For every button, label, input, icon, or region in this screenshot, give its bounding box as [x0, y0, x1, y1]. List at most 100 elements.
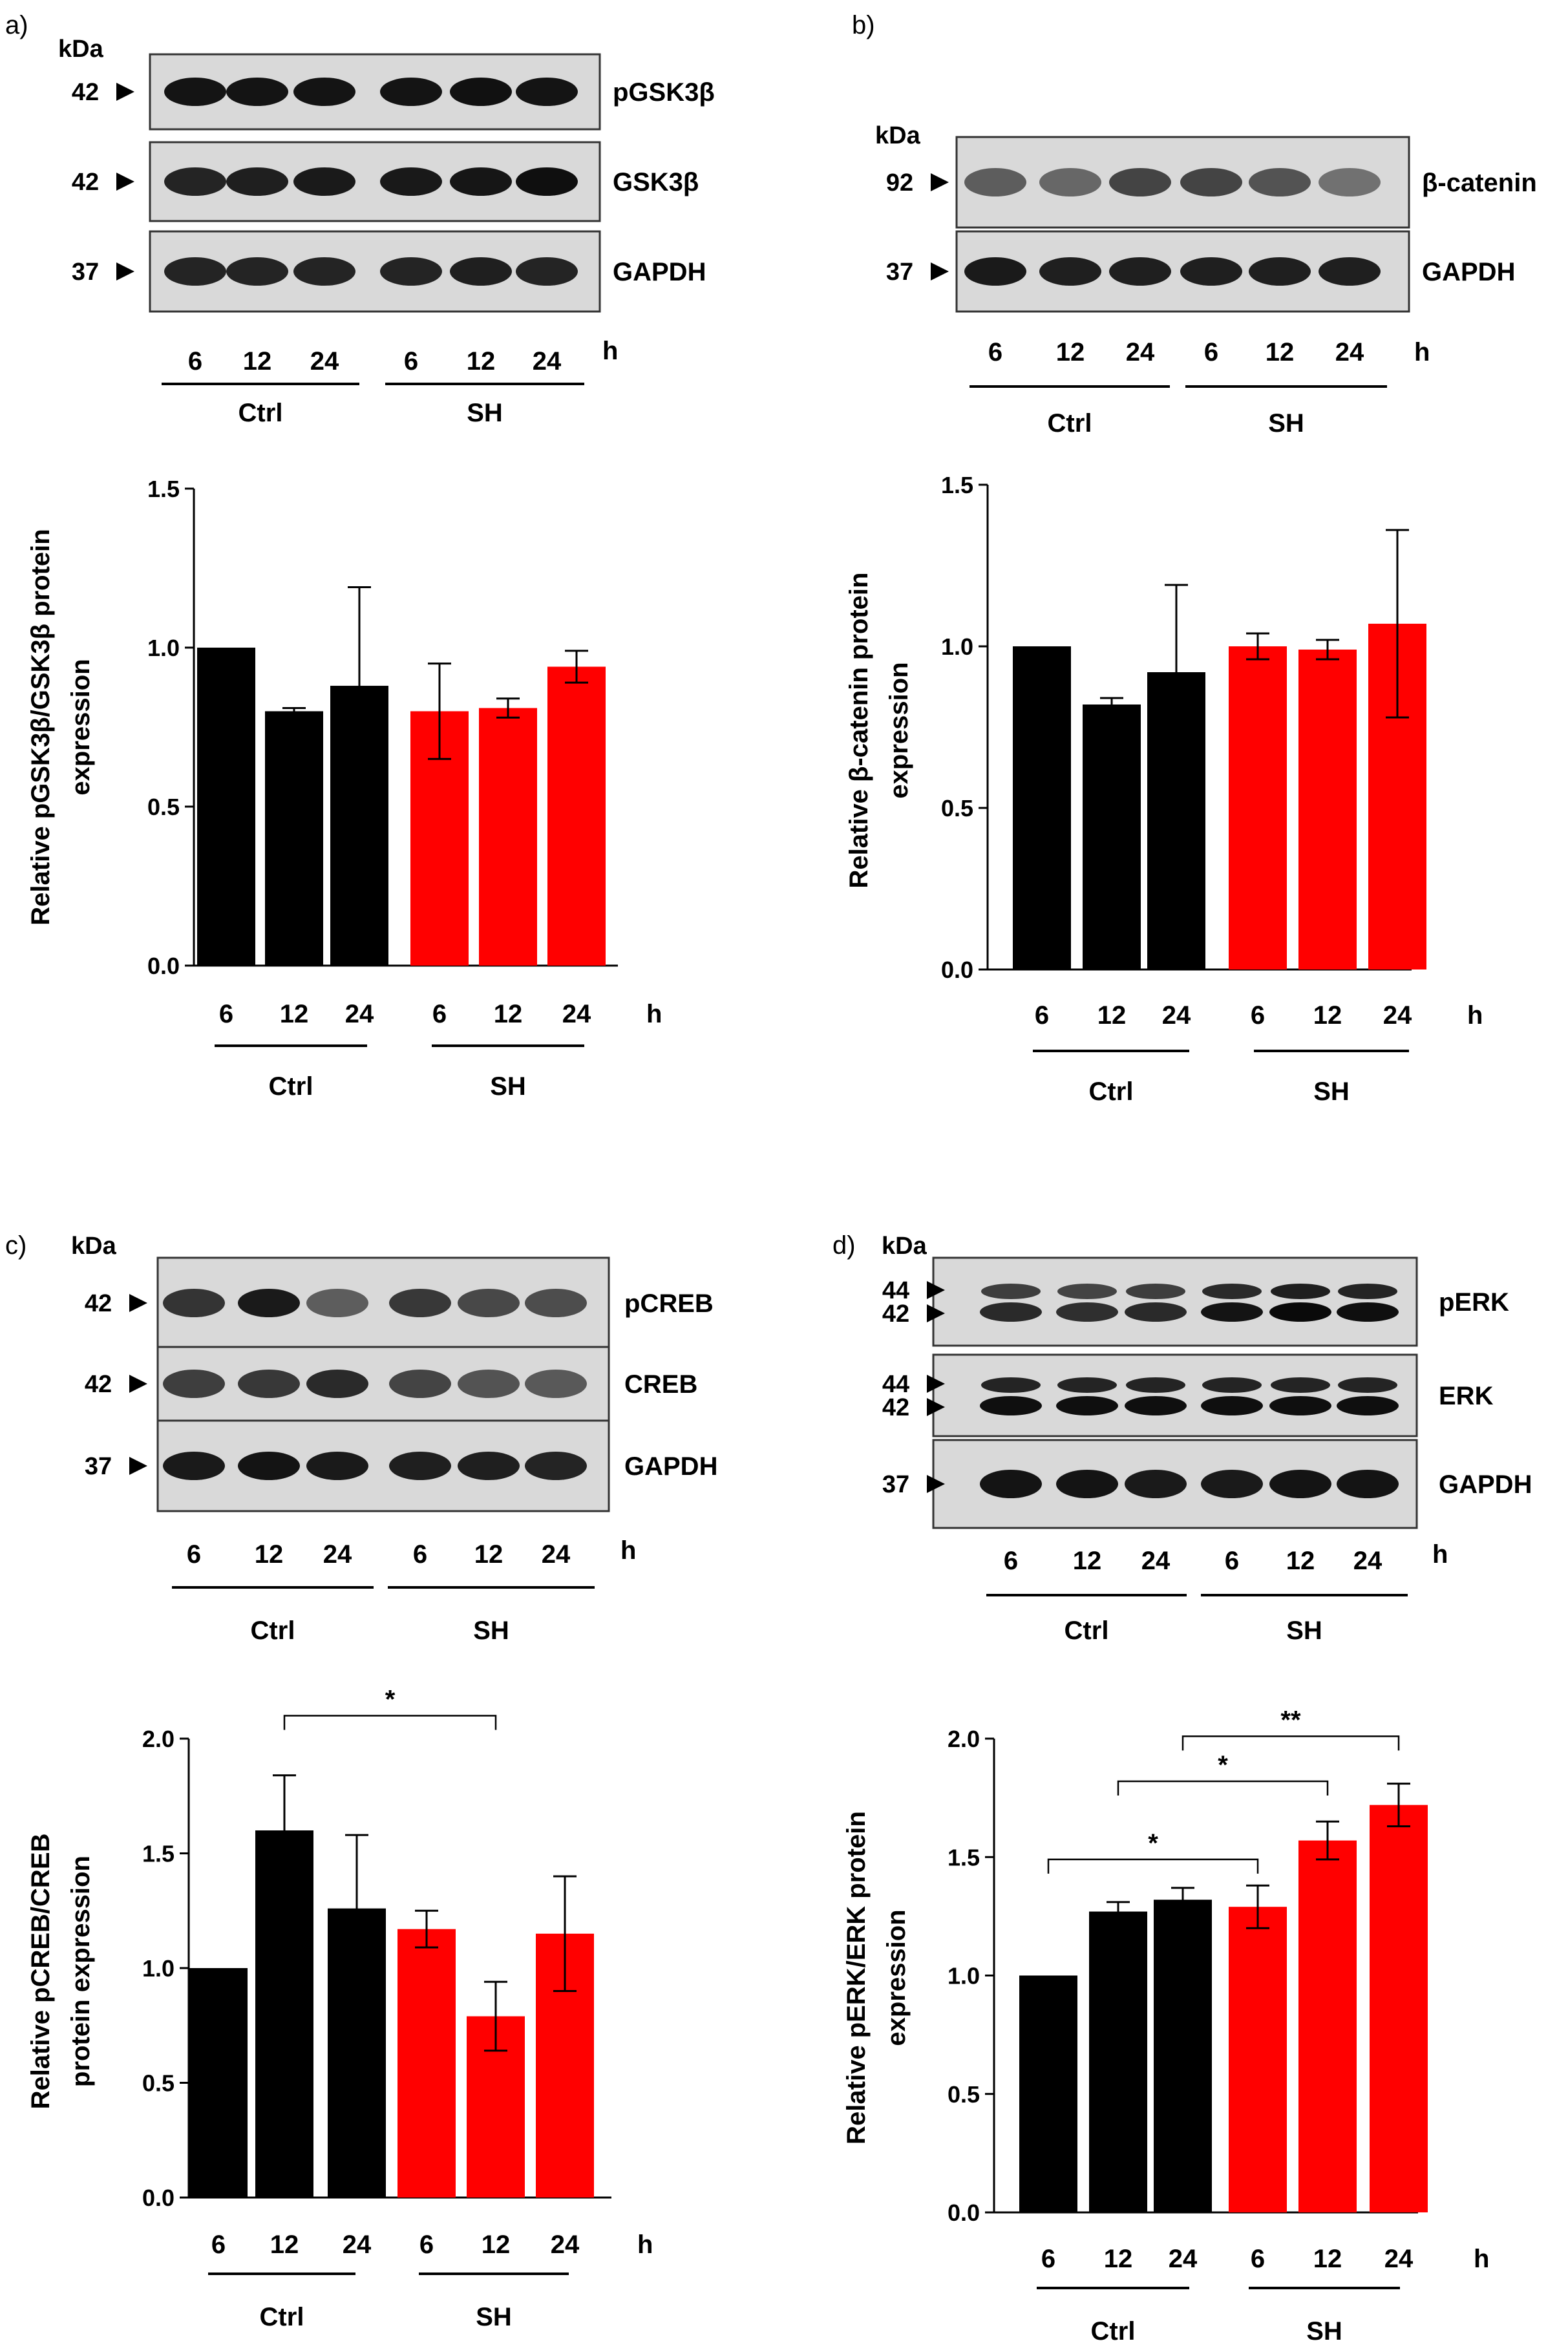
- band: [1202, 1284, 1262, 1299]
- protein-label: CREB: [624, 1370, 697, 1399]
- time-label: 12: [1073, 1547, 1102, 1575]
- y-axis-label: Relative pGSK3β/GSK3β protein expression: [26, 529, 95, 925]
- protein-label: ERK: [1439, 1382, 1494, 1410]
- time-label: 6: [988, 338, 1002, 366]
- significance-label: *: [1148, 1829, 1158, 1858]
- time-label: 24: [323, 1540, 352, 1569]
- x-tick-label: 12: [1097, 1001, 1127, 1030]
- panel-label: d): [832, 1231, 856, 1260]
- significance-bracket: [1117, 1780, 1329, 1796]
- y-axis-label: Relative pERK/ERK protein expression: [842, 1811, 911, 2145]
- x-tick-label: 6: [419, 2230, 434, 2259]
- band: [306, 1370, 368, 1398]
- arrow-marker: [927, 1375, 945, 1393]
- protein-label: pERK: [1439, 1288, 1509, 1317]
- x-group-label: Ctrl: [260, 2303, 304, 2331]
- band: [1271, 1284, 1330, 1299]
- x-unit-label: h: [1467, 1001, 1483, 1030]
- significance-label: *: [1218, 1751, 1228, 1779]
- x-tick-label: 6: [1251, 2245, 1265, 2273]
- y-tick-label: 1.5: [147, 476, 180, 502]
- y-axis-label-line: expression: [67, 659, 95, 795]
- y-tick-label: 1.0: [142, 1955, 175, 1982]
- arrow-marker: [927, 1281, 945, 1299]
- kda-marker: 42: [72, 169, 99, 196]
- x-tick-label: 6: [1035, 1001, 1049, 1030]
- significance-bracket: [283, 1715, 497, 1730]
- band: [525, 1289, 587, 1317]
- band: [1109, 257, 1171, 286]
- band: [1269, 1470, 1331, 1498]
- band: [380, 167, 442, 196]
- arrow-marker: [129, 1294, 147, 1312]
- band: [226, 257, 288, 286]
- blot-row-pERK: [932, 1256, 1418, 1347]
- band: [1056, 1396, 1118, 1415]
- panel-label: a): [5, 11, 28, 39]
- band: [964, 257, 1026, 286]
- y-tick-label: 0.0: [941, 957, 973, 983]
- time-label: 24: [533, 347, 562, 376]
- time-label: 12: [1286, 1547, 1315, 1575]
- bar: [189, 1968, 248, 2198]
- y-axis-label-line: Relative pERK/ERK protein: [842, 1811, 871, 2145]
- y-axis-label-line: protein expression: [67, 1856, 95, 2087]
- time-label: 12: [467, 347, 496, 376]
- bar: [265, 711, 323, 966]
- kda-marker: 42: [72, 79, 99, 106]
- bar: [1229, 646, 1287, 969]
- kda-marker: 37: [72, 259, 99, 286]
- band: [981, 1284, 1041, 1299]
- x-group-label: Ctrl: [1089, 1077, 1134, 1106]
- protein-label: β-catenin: [1422, 169, 1537, 197]
- bar: [1298, 1840, 1357, 2212]
- x-tick-label: 24: [345, 1000, 374, 1028]
- time-label: 24: [1353, 1547, 1383, 1575]
- band: [1269, 1396, 1331, 1415]
- kda-marker: 92: [886, 169, 913, 196]
- x-tick-label: 24: [343, 2230, 372, 2259]
- band: [226, 78, 288, 106]
- band: [1249, 257, 1311, 286]
- time-label: 24: [310, 347, 339, 376]
- band: [516, 78, 578, 106]
- y-axis-label-line: expression: [882, 1909, 911, 2046]
- x-group-label: Ctrl: [269, 1072, 313, 1101]
- band: [164, 167, 226, 196]
- band: [1201, 1396, 1263, 1415]
- kda-marker: 44: [882, 1371, 909, 1398]
- band: [516, 167, 578, 196]
- time-label: 12: [243, 347, 272, 376]
- arrow-marker: [931, 262, 949, 281]
- time-label: 24: [1335, 338, 1364, 366]
- arrow-marker: [927, 1304, 945, 1322]
- y-axis-label-line: Relative β-catenin protein: [845, 573, 873, 889]
- band: [238, 1370, 300, 1398]
- arrow-marker: [129, 1457, 147, 1475]
- y-tick-label: 0.5: [948, 2081, 980, 2108]
- y-axis-label-line: expression: [885, 662, 913, 798]
- band: [293, 167, 355, 196]
- band: [1337, 1470, 1399, 1498]
- time-label: 24: [1141, 1547, 1171, 1575]
- bar: [1229, 1907, 1287, 2212]
- band: [238, 1289, 300, 1317]
- x-tick-label: 12: [1313, 2245, 1342, 2273]
- y-tick-label: 1.0: [941, 633, 973, 660]
- band: [981, 1377, 1041, 1393]
- y-axis-label-line: Relative pCREB/CREB: [26, 1834, 55, 2110]
- band: [525, 1370, 587, 1398]
- bar: [1154, 1900, 1212, 2212]
- group-label: SH: [473, 1616, 509, 1645]
- kda-label: kDa: [58, 36, 104, 63]
- time-label: 12: [255, 1540, 284, 1569]
- time-label: 6: [1004, 1547, 1018, 1575]
- band: [293, 257, 355, 286]
- band: [163, 1452, 225, 1480]
- band: [1202, 1377, 1262, 1393]
- band: [163, 1289, 225, 1317]
- panel-c: c) kDa 42 pCREB 42 CREB 37 GAPDH 6 12 24 6 12 24 h Ctrl…: [5, 1231, 717, 2331]
- x-tick-label: 12: [280, 1000, 309, 1028]
- time-label: 6: [188, 347, 202, 376]
